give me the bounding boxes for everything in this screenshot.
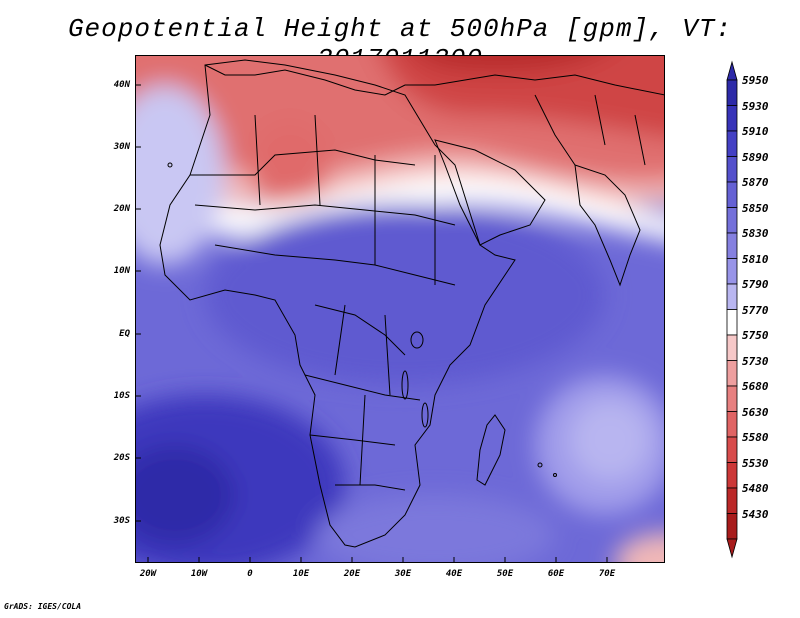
colorbar-upper-arrow <box>726 60 738 81</box>
colorbar-cell <box>726 385 738 412</box>
lat-label-10s: 10S <box>113 391 130 401</box>
colorbar-cell <box>726 130 738 157</box>
colorbar-label: 5430 <box>742 507 769 521</box>
colorbar-label: 5810 <box>742 252 769 266</box>
colorbar-cell <box>726 513 738 540</box>
lat-label-20s: 20S <box>113 453 130 463</box>
lat-label-20n: 20N <box>113 204 130 214</box>
lon-label-20e: 20E <box>343 569 361 579</box>
colorbar-label: 5870 <box>742 176 769 189</box>
lon-label-50e: 50E <box>496 569 514 579</box>
colorbar-cell <box>726 258 738 285</box>
colorbar-label: 5730 <box>742 354 769 368</box>
colorbar-cell <box>726 283 738 310</box>
colorbar-label: 5530 <box>742 456 769 470</box>
coastlines <box>159 59 665 548</box>
colorbar-cell <box>726 411 738 438</box>
map-frame <box>135 55 665 563</box>
colorbar-label: 5930 <box>742 99 769 113</box>
lon-label-60e: 60E <box>547 569 565 579</box>
colorbar-cell <box>726 487 738 514</box>
colorbar-cell <box>726 462 738 489</box>
lon-label-10e: 10E <box>292 569 310 579</box>
colorbar-label: 5950 <box>742 74 769 87</box>
lon-label-70e: 70E <box>598 569 616 579</box>
colorbar-cell <box>726 105 738 132</box>
lat-label-30n: 30N <box>113 142 130 152</box>
lon-label-20w: 20W <box>139 569 157 579</box>
lat-label-eq: EQ <box>119 329 130 339</box>
lat-label-10n: 10N <box>113 266 130 276</box>
lat-label-40n: 40N <box>113 80 130 90</box>
colorbar-cell <box>726 360 738 387</box>
colorbar-label: 5480 <box>742 482 769 495</box>
height-field-shading <box>135 55 665 563</box>
footer-credit: GrADS: IGES/COLA <box>4 602 82 611</box>
colorbar-cell <box>726 232 738 259</box>
lat-label-30s: 30S <box>113 516 130 526</box>
colorbar-cell <box>726 79 738 106</box>
colorbar-cell <box>726 181 738 208</box>
colorbar-label: 5890 <box>742 150 769 164</box>
lon-label-10w: 10W <box>190 569 208 579</box>
colorbar-label: 5750 <box>742 329 769 342</box>
colorbar <box>726 60 738 559</box>
geopotential-height-field <box>135 55 665 563</box>
lon-label-0: 0 <box>247 569 253 579</box>
colorbar-cell <box>726 334 738 361</box>
axis-ticks <box>135 84 608 563</box>
colorbar-cell <box>726 436 738 463</box>
colorbar-cell <box>726 207 738 234</box>
colorbar-label: 5850 <box>742 201 769 215</box>
colorbar-label: 5680 <box>742 380 769 393</box>
colorbar-label: 5830 <box>742 227 769 240</box>
colorbar-label: 5790 <box>742 278 769 291</box>
colorbar-label: 5580 <box>742 431 769 444</box>
colorbar-label: 5770 <box>742 303 769 317</box>
colorbar-lower-arrow <box>726 538 738 559</box>
colorbar-label: 5630 <box>742 405 769 419</box>
colorbar-cell <box>726 156 738 183</box>
colorbar-label: 5910 <box>742 125 769 138</box>
colorbar-cell <box>726 309 738 336</box>
lon-label-30e: 30E <box>394 569 412 579</box>
map-panel <box>135 55 665 563</box>
lon-label-40e: 40E <box>445 569 463 579</box>
